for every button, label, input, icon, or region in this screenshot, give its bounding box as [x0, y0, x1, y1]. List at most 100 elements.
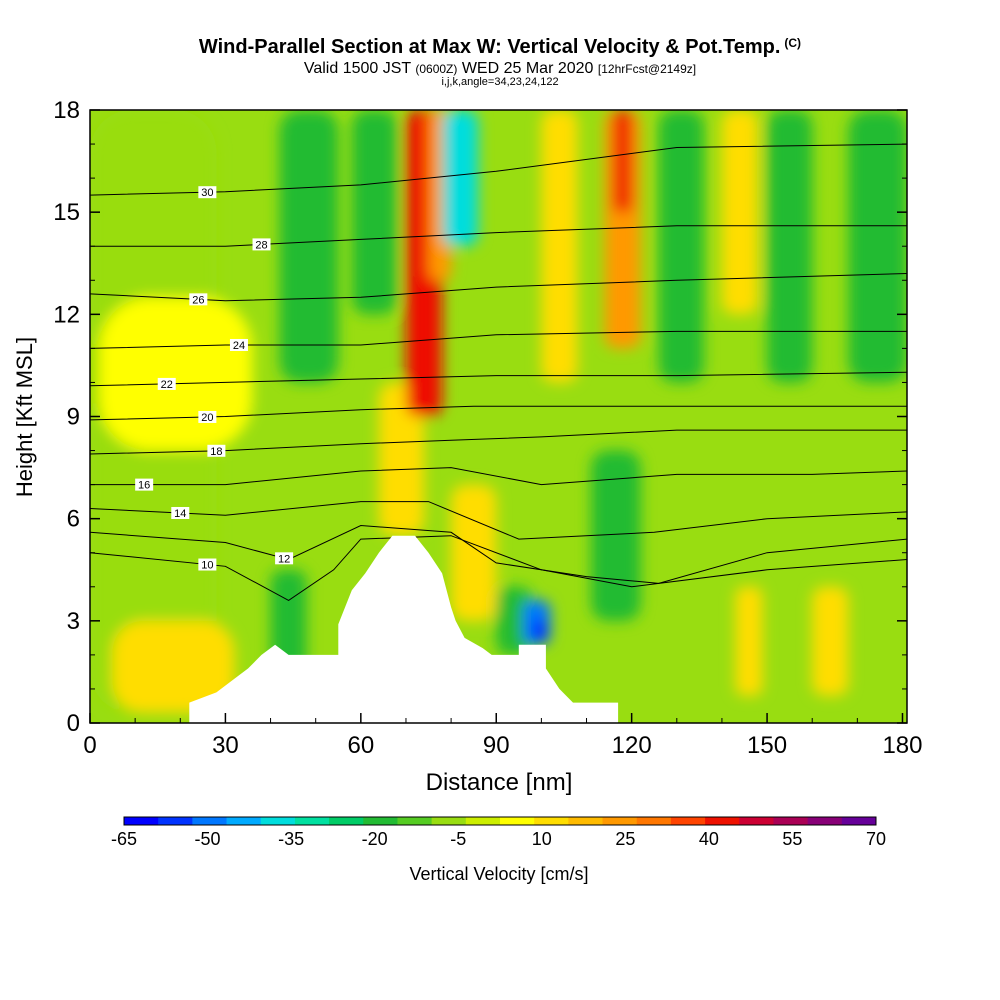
isentrope-label-24: 24: [233, 340, 245, 352]
isentrope-label-20: 20: [201, 412, 213, 424]
velocity-cell-20: [735, 586, 763, 696]
y-tick-label-12: 12: [53, 301, 80, 328]
plot-area: 10 12 14 16 18 20 22 24 26 28 30: [89, 109, 908, 725]
velocity-cell-21: [767, 110, 813, 383]
isentrope-22: [90, 371, 907, 387]
colorbar-swatch-12: [534, 817, 569, 825]
isentrope-label-bg-28: [252, 238, 271, 251]
velocity-cell-18: [658, 110, 704, 383]
colorbar-swatch-6: [329, 817, 364, 825]
isentrope-label-28: 28: [255, 239, 267, 251]
isentrope-16: [90, 467, 907, 486]
vertical-velocity-field: [90, 110, 907, 713]
colorbar-tick-label-4: -5: [450, 829, 466, 849]
isentrope-label-26: 26: [192, 294, 204, 306]
colorbar-swatch-19: [773, 817, 809, 825]
isentrope-label-bg-22: [157, 377, 176, 390]
valid-utc: (0600Z): [415, 62, 458, 76]
isentrope-12: [90, 524, 907, 584]
colorbar-tick-label-8: 55: [782, 829, 802, 849]
isentrope-24: [90, 330, 907, 349]
colorbar-tick-label-1: -50: [195, 829, 221, 849]
x-tick-label-120: 120: [612, 732, 652, 759]
colorbar-swatch-20: [807, 817, 843, 825]
velocity-cell-17: [613, 110, 632, 213]
chart-title: Wind-Parallel Section at Max W: Vertical…: [0, 36, 1000, 59]
velocity-cell-1: [99, 297, 253, 451]
colorbar-swatch-3: [226, 817, 262, 825]
colorbar-swatch-10: [465, 817, 501, 825]
copyright-mark: (C): [784, 36, 802, 50]
velocity-cell-13: [532, 620, 546, 642]
x-tick-label-150: 150: [747, 732, 787, 759]
velocity-cell-10: [451, 484, 497, 621]
colorbar: -65 -50 -35 -20 -5 10 25 40 55 70: [111, 816, 886, 849]
colorbar-swatch-9: [431, 817, 467, 825]
colorbar-swatch-13: [568, 817, 604, 825]
isentrope-label-bg-26: [189, 293, 208, 306]
axes: 0 30 60 90 120 150 180 0 3 6 9 12 15 18: [53, 97, 922, 759]
isentrope-label-14: 14: [174, 508, 186, 520]
isentrope-label-12: 12: [278, 553, 290, 565]
isentrope-label-bg-16: [135, 478, 154, 491]
y-axis-label: Height [Kft MSL]: [12, 337, 37, 497]
x-tick-label-90: 90: [483, 732, 510, 759]
isentrope-14: [90, 501, 907, 540]
velocity-cell-6: [378, 382, 425, 536]
colorbar-swatch-8: [397, 817, 433, 825]
colorbar-swatch-15: [636, 817, 672, 825]
terrain: [189, 535, 619, 725]
colorbar-swatch-14: [602, 817, 638, 825]
colorbar-tick-label-5: 10: [532, 829, 552, 849]
isentrope-label-bg-12: [275, 552, 294, 565]
colorbar-swatch-2: [192, 817, 228, 825]
x-tick-label-0: 0: [83, 732, 96, 759]
x-tick-label-30: 30: [212, 732, 239, 759]
colorbar-tick-label-9: 70: [866, 829, 886, 849]
colorbar-swatch-4: [260, 817, 296, 825]
y-tick-label-3: 3: [67, 608, 80, 635]
y-tick-label-18: 18: [53, 97, 80, 124]
valid-date: WED 25 Mar 2020: [461, 60, 594, 77]
colorbar-tick-label-2: -35: [278, 829, 304, 849]
isentrope-label-16: 16: [138, 480, 150, 492]
isentrope-label-bg-14: [171, 506, 190, 519]
y-tick-label-0: 0: [67, 710, 80, 737]
colorbar-swatch-11: [500, 817, 535, 825]
velocity-cell-11: [496, 586, 533, 655]
isentrope-label-22: 22: [161, 379, 173, 391]
chart-title-text: Wind-Parallel Section at Max W: Vertical…: [198, 36, 781, 58]
colorbar-swatch-0: [124, 817, 159, 825]
isentrope-label-30: 30: [201, 187, 213, 199]
x-tick-label-180: 180: [882, 732, 922, 759]
isentrope-label-10: 10: [201, 560, 213, 572]
x-tick-label-60: 60: [347, 732, 374, 759]
forecast-tag: [12hrFcst@2149z]: [597, 62, 697, 76]
valid-time: Valid 1500 JST: [303, 60, 411, 77]
colorbar-swatch-21: [841, 817, 877, 825]
velocity-cell-22: [812, 586, 849, 696]
isentrope-label-bg-10: [198, 558, 217, 571]
velocity-cell-4: [279, 110, 339, 383]
colorbar-swatch-1: [158, 817, 193, 825]
isentrope-18: [90, 429, 907, 455]
velocity-cell-9: [442, 110, 479, 247]
isentrope-28: [90, 225, 907, 247]
y-tick-label-9: 9: [67, 404, 80, 431]
colorbar-tick-label-3: -20: [362, 829, 388, 849]
isentrope-label-18: 18: [210, 446, 222, 458]
isentrope-label-bg-20: [198, 410, 217, 423]
isentrope-label-bg-24: [229, 338, 248, 351]
x-axis-label: Distance [nm]: [426, 769, 573, 796]
velocity-cell-14: [541, 110, 578, 383]
velocity-cell-23: [848, 110, 907, 383]
colorbar-tick-label-0: -65: [111, 829, 137, 849]
velocity-cell-19: [721, 110, 759, 315]
colorbar-swatch-17: [705, 817, 740, 825]
isentrope-label-bg-30: [198, 186, 217, 199]
isentrope-labels: 10 12 14 16 18 20 22 24 26 28 30: [135, 186, 294, 572]
colorbar-label: Vertical Velocity [cm/s]: [409, 864, 588, 884]
velocity-cell-15: [591, 450, 641, 621]
y-tick-label-15: 15: [53, 199, 80, 226]
